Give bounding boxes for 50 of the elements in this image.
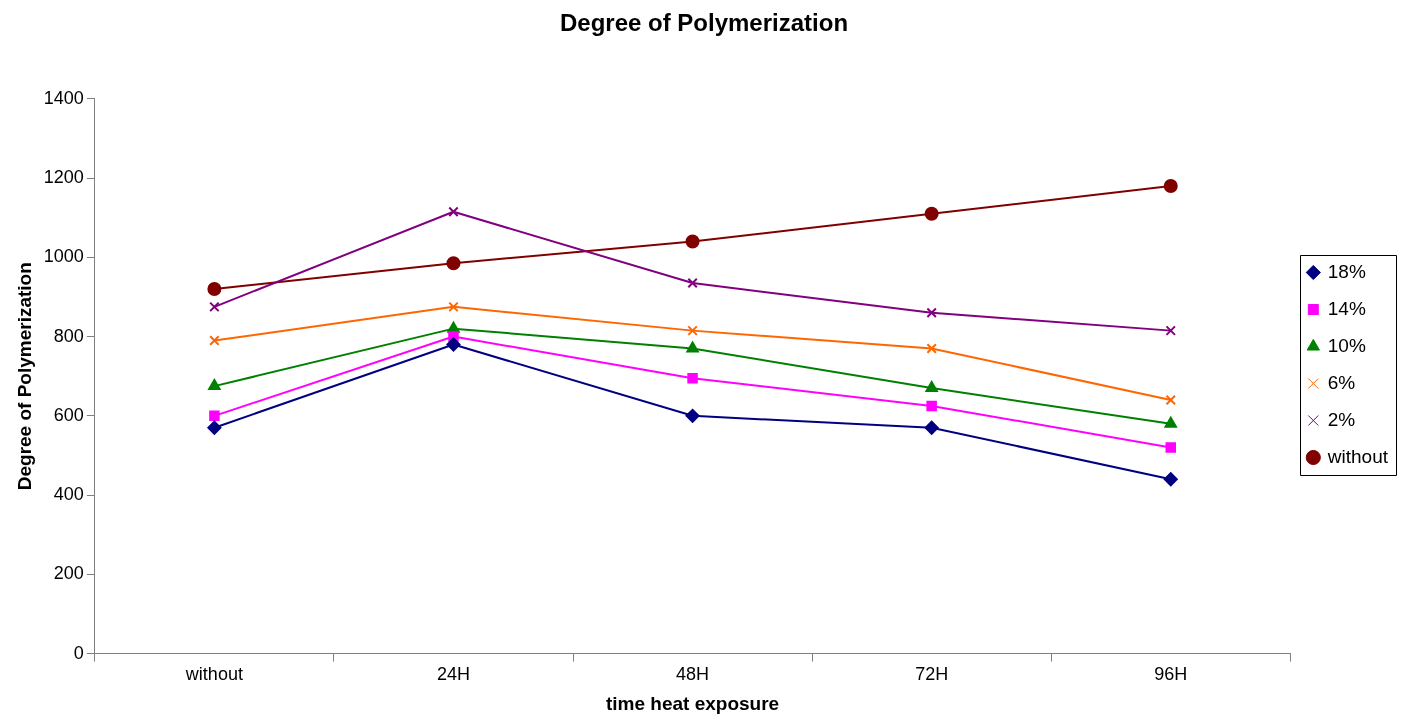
point (1163, 472, 1178, 487)
point (446, 256, 461, 271)
y-axis-title: Degree of Polymerization (13, 262, 35, 491)
point (925, 381, 938, 393)
point (208, 379, 221, 391)
legend-label: 18% (1327, 260, 1366, 282)
point (1165, 394, 1176, 406)
legend-label: 14% (1327, 297, 1366, 319)
legend-label: 2% (1327, 408, 1356, 430)
y-tick-label: 800 (53, 325, 84, 346)
point (209, 335, 220, 346)
point (926, 343, 937, 354)
x-axis-title: time heat exposure (605, 692, 780, 714)
y-tick-label: 0 (73, 642, 84, 663)
point (209, 410, 220, 422)
point (687, 372, 698, 384)
point (924, 420, 939, 435)
chart-title: Degree of Polymerization (559, 9, 849, 37)
y-tick-label: 600 (53, 404, 84, 425)
point (926, 307, 937, 319)
point (685, 234, 700, 249)
x-tick-label: without (184, 664, 243, 685)
point (209, 301, 220, 313)
point (1164, 416, 1177, 428)
point (1163, 178, 1178, 193)
y-tick-label: 400 (53, 484, 84, 505)
x-tick-label: 48H (676, 664, 710, 685)
point (207, 282, 222, 297)
point (926, 400, 937, 412)
point (1165, 442, 1176, 453)
legend-label: 6% (1327, 371, 1356, 393)
point (687, 325, 698, 336)
legend-label: 10% (1327, 334, 1366, 356)
point (685, 408, 700, 423)
point (924, 206, 939, 221)
point (448, 301, 459, 313)
x-tick-label: 24H (436, 664, 470, 685)
y-tick-label: 1200 (43, 167, 84, 188)
point (207, 420, 222, 435)
point (687, 277, 698, 289)
x-tick-label: 96H (1154, 664, 1188, 685)
y-tick-label: 200 (53, 563, 84, 584)
point (686, 341, 699, 353)
legend-label: without (1326, 445, 1389, 467)
y-tick-label: 1000 (43, 246, 84, 267)
point (448, 206, 459, 217)
y-tick-label: 1400 (43, 87, 84, 108)
point (1165, 325, 1176, 336)
x-tick-label: 72H (915, 664, 949, 685)
point (446, 337, 461, 352)
